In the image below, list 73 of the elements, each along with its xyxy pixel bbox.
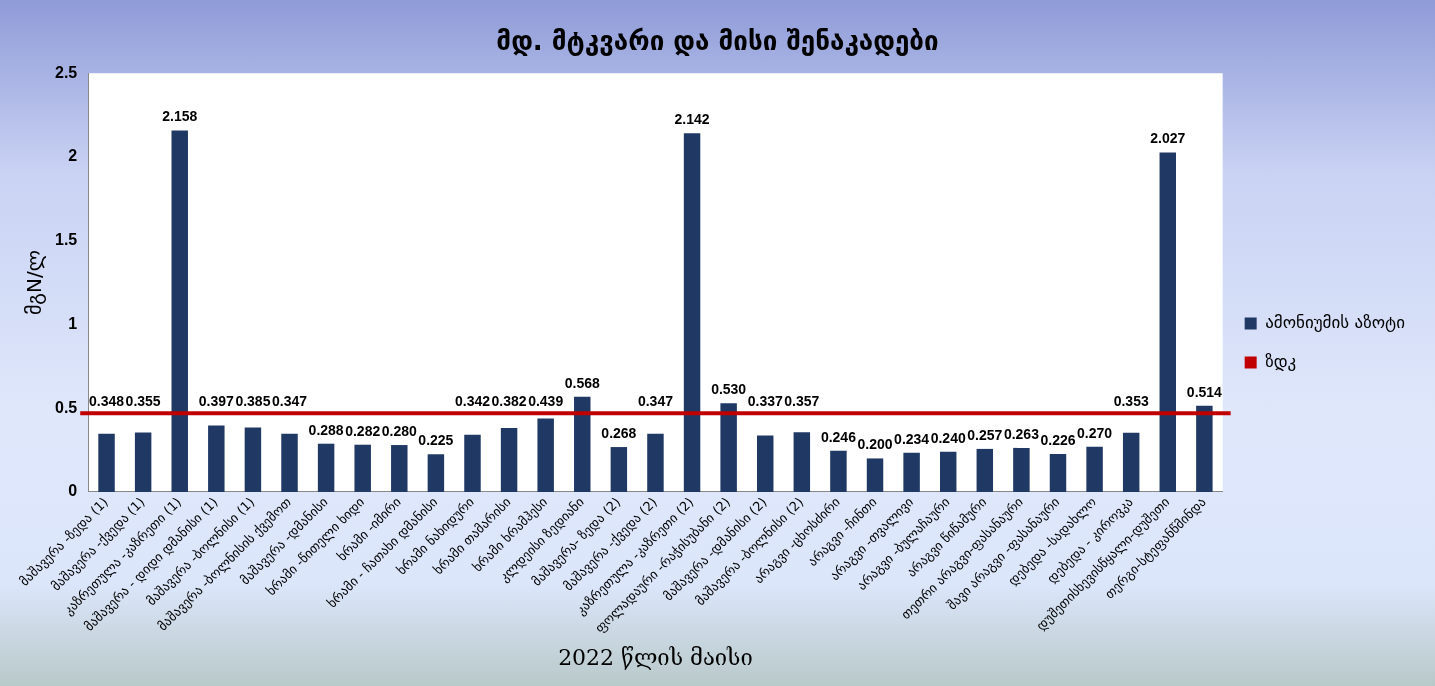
- bar: [939, 451, 957, 492]
- bar: [354, 444, 371, 492]
- bar: [134, 432, 152, 492]
- text: 0.439: [528, 393, 564, 410]
- bar: [500, 427, 518, 492]
- y-tick-label: 0.5: [54, 398, 78, 416]
- y-tick-label: 2: [68, 147, 78, 165]
- bar: [1049, 454, 1067, 492]
- text: 0.382: [491, 393, 527, 410]
- text: 0.530: [711, 381, 747, 398]
- bar: [903, 452, 920, 492]
- text: 0.270: [1077, 424, 1113, 441]
- text: 0.347: [271, 393, 308, 410]
- text: 0.225: [418, 432, 454, 449]
- bar: [1086, 446, 1103, 492]
- bar: [208, 425, 225, 492]
- bar: [647, 433, 664, 492]
- text: 0.514: [1186, 383, 1222, 400]
- bar: [1122, 432, 1140, 492]
- text: 2.027: [1150, 130, 1186, 147]
- text: 0.280: [381, 422, 417, 439]
- bar: [1013, 447, 1030, 492]
- text: 2.158: [162, 108, 198, 125]
- text: 0.288: [308, 421, 344, 438]
- bar: [171, 130, 188, 492]
- bar: [1196, 405, 1213, 492]
- text: 0.257: [967, 426, 1003, 443]
- text: 0.342: [454, 393, 491, 410]
- text: 0.353: [1113, 393, 1149, 410]
- text: 0.234: [894, 430, 930, 447]
- chart-title: მდ. მტკვარი და მისი შენაკადები: [496, 26, 939, 57]
- bar: [98, 433, 115, 492]
- text: 0.397: [198, 393, 234, 410]
- text: 0.568: [564, 374, 600, 391]
- text: 0.348: [89, 393, 125, 410]
- bar: [464, 434, 481, 492]
- text: 0.226: [1040, 431, 1076, 448]
- y-tick-label: 2.5: [54, 63, 78, 81]
- text: 0.240: [930, 429, 966, 446]
- text: 2.142: [674, 111, 710, 128]
- bar: [757, 435, 774, 492]
- text: 0.337: [747, 393, 783, 410]
- y-tick-label: 1: [68, 314, 78, 332]
- text: 0.355: [125, 393, 161, 410]
- y-axis-title: მგN/ლ: [22, 250, 47, 316]
- y-tick-label: 1.5: [54, 231, 78, 249]
- text: 0.200: [857, 436, 893, 453]
- bar: [866, 458, 884, 492]
- bar: [537, 418, 554, 492]
- text: 0.347: [637, 393, 673, 410]
- bar: [574, 396, 591, 492]
- legend-label: ზდკ: [1265, 350, 1297, 371]
- bar: [683, 133, 701, 492]
- legend-label: ამონიუმის აზოტი: [1265, 311, 1406, 332]
- bar: [720, 403, 737, 492]
- bar: [391, 445, 408, 492]
- x-axis-title: 2022 წლის მაისი: [558, 644, 753, 670]
- bar: [281, 433, 298, 492]
- bar: [793, 432, 811, 492]
- text: 0.385: [235, 393, 271, 410]
- text: 0.268: [601, 424, 637, 441]
- text: 0.246: [820, 428, 856, 445]
- bar: [317, 443, 335, 492]
- text: 0.282: [345, 422, 381, 439]
- text: 0.263: [1003, 425, 1039, 442]
- y-tick-label: 0: [68, 482, 78, 500]
- bar: [244, 427, 262, 492]
- bar: [427, 454, 445, 492]
- bar: [610, 447, 628, 492]
- bar: [976, 448, 994, 492]
- bar: [1159, 152, 1177, 492]
- text: 0.357: [784, 393, 820, 410]
- bar: [830, 450, 847, 492]
